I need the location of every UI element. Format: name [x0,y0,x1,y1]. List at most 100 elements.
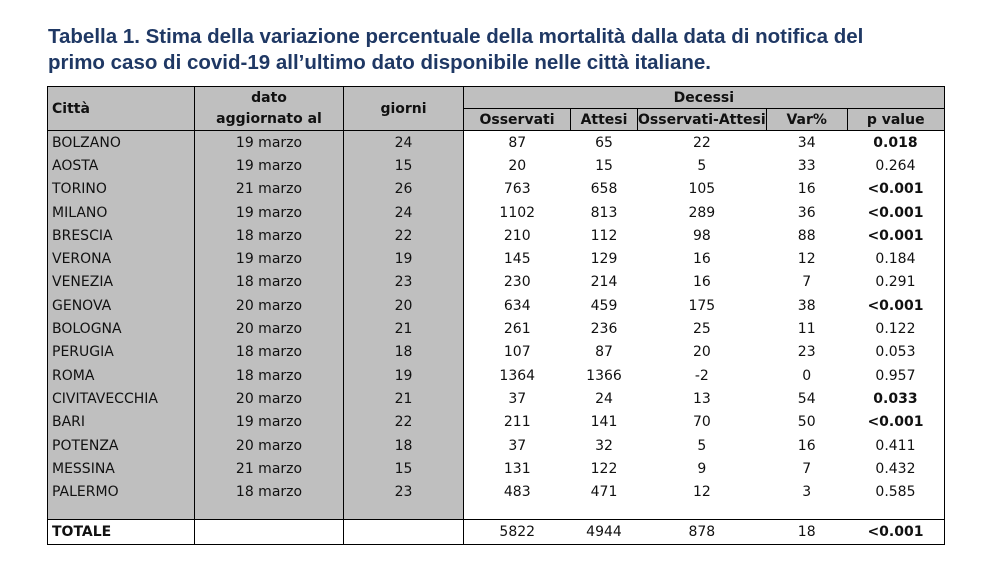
cell-diff: 70 [692,414,711,431]
cell-date: 20 marzo [194,317,344,341]
cell-expected: 65 [595,134,613,151]
cell-city: PERUGIA [47,340,195,364]
cell-expected: 459 [590,297,618,314]
cell-days: 23 [343,270,464,295]
cell-diff: 16 [692,274,711,291]
cell-p-value: 0.411 [847,433,945,458]
table-row: PALERMO 18 marzo 23 483 471 12 3 0.585 [47,480,945,504]
cell-observed: 211 [503,414,531,431]
cell-city: BARI [47,410,195,434]
cell-days: 21 [343,387,464,411]
cell-var: 34 [797,134,816,151]
cell-var: 50 [797,414,816,431]
cell-p-value: 0.264 [847,154,945,178]
table-title-line-2: primo caso di covid-19 all’ultimo dato d… [48,51,711,74]
cell-date: 21 marzo [194,177,344,201]
cell-var: 23 [797,344,816,361]
table-row: PERUGIA 18 marzo 18 107 87 20 23 0.053 [47,340,945,364]
cell-city: PALERMO [47,480,195,504]
cell-expected: 87 [595,344,613,361]
header-expected: Attesi [570,108,638,131]
cell-days: 24 [343,200,464,225]
cell-date: 19 marzo [194,410,344,434]
cell-diff: 9 [697,460,707,477]
cell-var: 12 [797,251,816,268]
table-row: MILANO 19 marzo 24 1102 813 289 36 <0.001 [47,200,945,225]
cell-diff: -2 [694,367,709,384]
table-title-line-1: Tabella 1. Stima della variazione percen… [48,25,864,48]
table-row: MESSINA 21 marzo 15 131 122 9 7 0.432 [47,457,945,481]
cell-date: 19 marzo [194,247,344,271]
cell-observed: 210 [503,227,531,244]
cell-expected: 471 [590,484,618,501]
cell-diff: 5 [697,157,707,174]
cell-date: 18 marzo [194,340,344,364]
cell-var: 0 [802,367,812,384]
cell-city: POTENZA [47,433,195,458]
cell-expected: 129 [590,251,618,268]
cell-diff: 105 [688,181,716,198]
cell-diff: 22 [692,134,711,151]
total-observed: 5822 [463,518,571,545]
cell-days: 20 [343,294,464,318]
table-row: TORINO 21 marzo 26 763 658 105 16 <0.001 [47,177,945,201]
cell-var: 7 [802,274,812,291]
cell-expected: 236 [590,321,618,338]
cell-p-value: 0.033 [847,387,945,411]
cell-p-value: 0.585 [847,480,945,504]
header-date-top: dato [194,86,344,109]
cell-date: 19 marzo [194,200,344,225]
cell-observed: 37 [508,437,527,454]
cell-expected: 24 [595,390,613,407]
cell-var: 7 [802,460,812,477]
cell-city: ROMA [47,363,195,388]
cell-var: 88 [797,227,816,244]
header-days: giorni [343,86,464,131]
header-date-bottom: aggiornato al [194,108,344,131]
cell-var: 16 [797,437,816,454]
cell-p-value: <0.001 [847,410,945,434]
cell-var: 54 [797,390,816,407]
header-observed: Osservati [463,108,571,131]
cell-diff: 12 [692,484,711,501]
cell-city: VERONA [47,247,195,271]
table-row: BOLZANO 19 marzo 24 87 65 22 34 0.018 [47,130,945,155]
cell-observed: 107 [503,344,531,361]
cell-city: BRESCIA [47,224,195,248]
cell-diff: 175 [688,297,716,314]
cell-days: 22 [343,224,464,248]
cell-p-value: <0.001 [847,177,945,201]
total-expected: 4944 [570,518,638,545]
cell-var: 33 [797,157,816,174]
cell-days: 15 [343,457,464,481]
cell-days: 23 [343,480,464,504]
table-row: AOSTA 19 marzo 15 20 15 5 33 0.264 [47,154,945,178]
cell-date: 20 marzo [194,433,344,458]
cell-p-value: <0.001 [847,224,945,248]
cell-expected: 1366 [586,367,622,384]
cell-date: 18 marzo [194,480,344,504]
table-row: POTENZA 20 marzo 18 37 32 5 16 0.411 [47,433,945,458]
cell-observed: 230 [503,274,531,291]
spacer-row [47,503,945,520]
table-row: VERONA 19 marzo 19 145 129 16 12 0.184 [47,247,945,271]
cell-diff: 13 [692,390,711,407]
cell-diff: 5 [697,437,707,454]
cell-expected: 813 [590,204,618,221]
total-days-empty [343,518,464,545]
cell-p-value: 0.053 [847,340,945,364]
cell-city: AOSTA [47,154,195,178]
cell-observed: 20 [508,157,527,174]
mortality-table-container: Città dato giorni Decessi aggiornato al … [47,86,945,545]
header-deaths: Decessi [463,86,945,109]
cell-var: 36 [797,204,816,221]
cell-days: 19 [343,363,464,388]
cell-observed: 763 [503,181,531,198]
cell-city: CIVITAVECCHIA [47,387,195,411]
cell-date: 20 marzo [194,387,344,411]
cell-date: 21 marzo [194,457,344,481]
cell-expected: 32 [595,437,613,454]
cell-p-value: 0.122 [847,317,945,341]
cell-city: MILANO [47,200,195,225]
cell-observed: 261 [503,321,531,338]
